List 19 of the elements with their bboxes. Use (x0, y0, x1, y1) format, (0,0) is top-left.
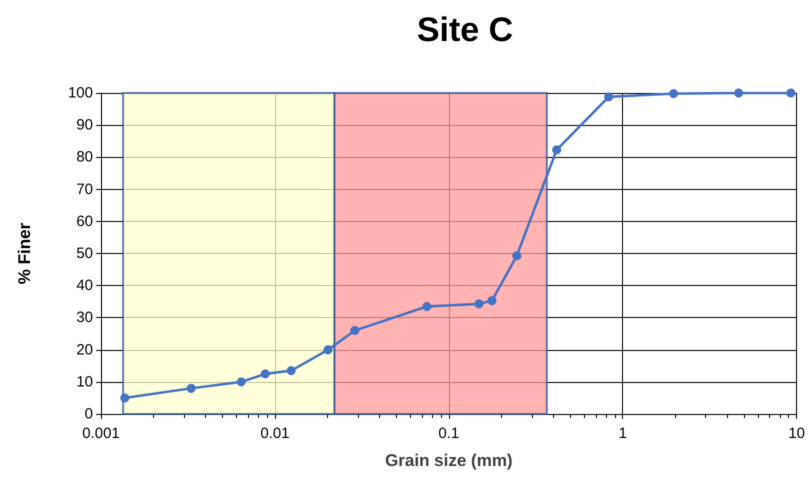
y-tick-label: 30 (76, 309, 93, 326)
x-tick-label: 0.1 (438, 425, 460, 442)
x-tick-label: 0.01 (260, 425, 290, 442)
y-tick-label: 20 (76, 341, 93, 358)
x-tick-label: 1 (618, 425, 627, 442)
y-tick-label: 40 (76, 277, 93, 294)
y-tick-label: 60 (76, 212, 93, 230)
y-tick-label: 70 (76, 180, 93, 198)
y-axis-title: % Finer (15, 222, 34, 284)
y-tick-label: 0 (84, 406, 93, 422)
y-tick-label: 10 (76, 373, 93, 390)
y-tick-label: 50 (76, 245, 93, 262)
y-tick-label: 90 (76, 116, 93, 134)
x-tick-label: 10 (788, 425, 805, 442)
x-tick-label: 0.001 (82, 425, 120, 442)
y-tick-label: 100 (68, 84, 93, 102)
y-tick-label: 80 (76, 148, 93, 166)
x-axis-title: Grain size (mm) (385, 451, 513, 470)
chart-title: Site C (416, 11, 514, 49)
